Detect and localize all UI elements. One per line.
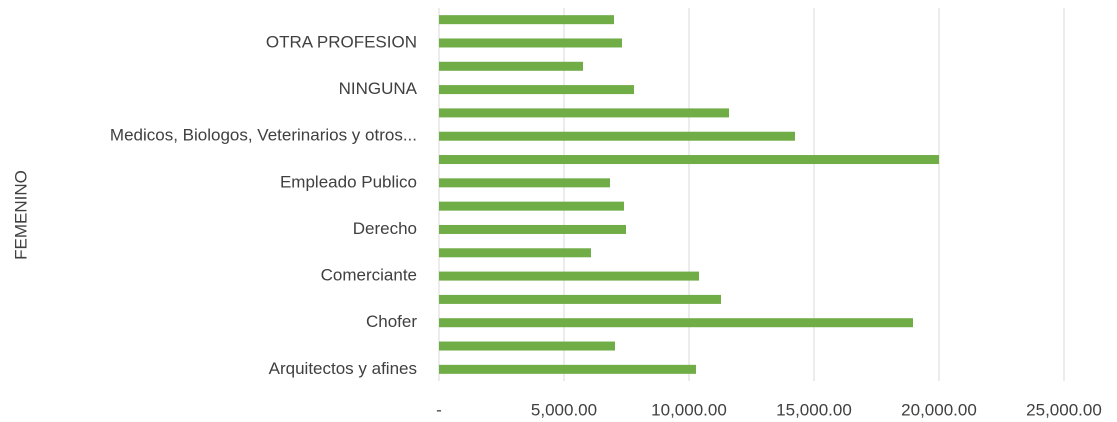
bar [439,155,939,165]
bar [439,294,721,304]
bar [439,201,624,211]
y-tick-label: OTRA PROFESION [266,32,417,51]
x-tick-label: 15,000.00 [776,400,852,419]
bar [439,85,634,95]
y-tick-label: Arquitectos y afines [269,359,417,378]
y-tick-label: Medicos, Biologos, Veterinarios y otros.… [110,126,417,145]
bar [439,131,795,141]
bar [439,224,626,234]
y-tick-label: Empleado Publico [280,172,417,191]
bar [439,15,614,25]
y-axis-label: FEMENINO [11,170,30,260]
x-tick-label: 20,000.00 [901,400,977,419]
y-tick-label: Chofer [366,312,417,331]
bar [439,61,583,71]
bar [439,364,696,374]
y-tick-label: Comerciante [321,266,417,285]
bar [439,341,615,351]
x-tick-label: 5,000.00 [531,400,597,419]
x-tick-label: 25,000.00 [1026,400,1102,419]
y-tick-label: NINGUNA [339,79,418,98]
bar [439,318,913,328]
bar [439,178,610,188]
bar [439,271,699,281]
bar [439,248,591,258]
bar [439,38,622,48]
x-tick-label: - [436,400,442,419]
bar [439,108,729,118]
x-tick-label: 10,000.00 [651,400,727,419]
y-tick-label: Derecho [353,219,417,238]
